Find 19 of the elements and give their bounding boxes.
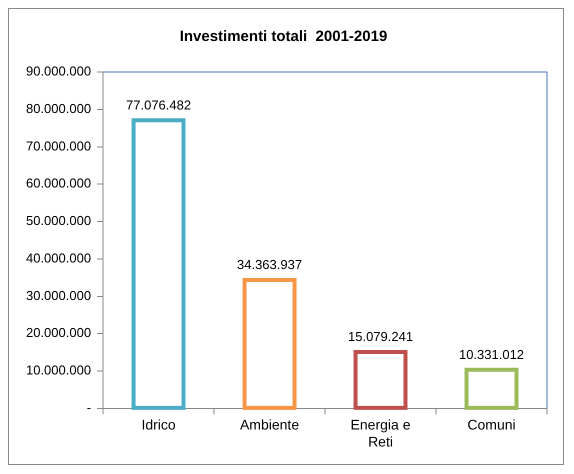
y-tick-label: 30.000.000	[26, 288, 92, 303]
x-tick-label: Idrico	[141, 416, 176, 433]
y-tick-label: -	[86, 400, 92, 415]
y-tick-label: 10.000.000	[26, 362, 92, 378]
y-tick-label: 40.000.000	[26, 250, 92, 266]
y-tick-label: 20.000.000	[26, 325, 92, 340]
data-label: 77.076.482	[126, 97, 192, 112]
x-tick-label: Comuni	[467, 416, 516, 433]
y-tick-label: 70.000.000	[26, 138, 92, 154]
x-tick-label: Energia e Reti	[350, 416, 411, 450]
y-tick-label: 60.000.000	[26, 176, 92, 191]
data-label: 10.331.012	[458, 346, 524, 362]
chart-title: Investimenti totali 2001-2019	[180, 28, 388, 46]
data-label: 34.363.937	[237, 257, 302, 272]
x-tick-label: Ambiente	[240, 416, 300, 433]
data-label: 15.079.241	[348, 329, 414, 344]
y-tick-label: 50.000.000	[26, 213, 92, 228]
y-tick-label: 80.000.000	[26, 100, 92, 116]
y-tick-label: 90.000.000	[26, 64, 92, 79]
